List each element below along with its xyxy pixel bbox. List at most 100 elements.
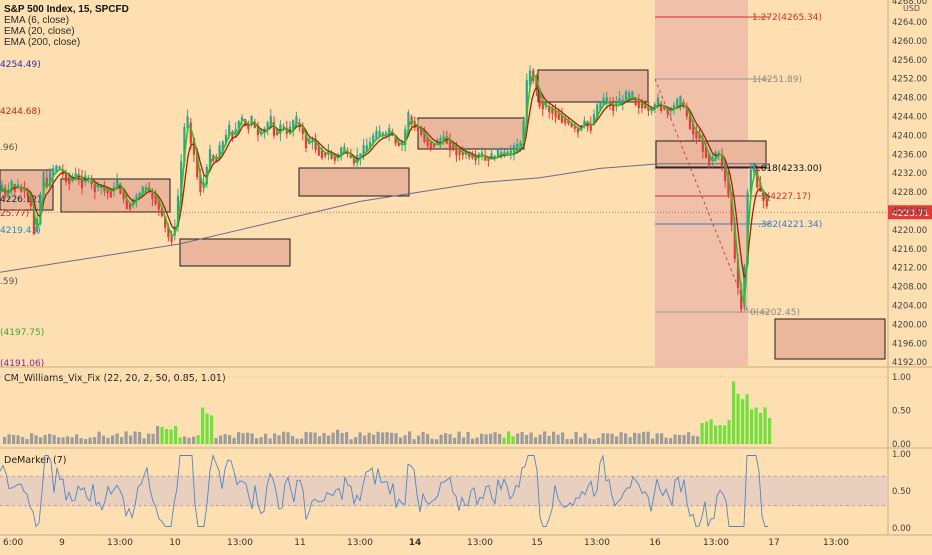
candle-body [589, 123, 592, 131]
candle-body [196, 152, 199, 178]
candle-body [631, 91, 634, 98]
vix-bar [628, 437, 632, 444]
candle-body [685, 107, 688, 117]
candle-body [304, 133, 308, 149]
vix-bar [399, 437, 403, 444]
price-tick: 4248.00 [892, 94, 927, 104]
ema20-line [0, 87, 771, 279]
vix-bar [421, 431, 425, 444]
time-label: 16 [649, 538, 661, 548]
ema20-legend[interactable]: EMA (20, close) [4, 26, 75, 37]
candle-body [426, 137, 429, 146]
price-tick-partial: 4268.00 [892, 0, 927, 7]
time-label: 13:00 [347, 538, 373, 548]
vix-bar [313, 432, 317, 444]
vix-bar [133, 431, 137, 444]
vix-bar [678, 434, 682, 444]
candle-body [714, 151, 717, 161]
vix-bar [331, 432, 335, 444]
candle-body [573, 125, 576, 129]
time-label: 13:00 [584, 538, 610, 548]
price-tick: 4244.00 [892, 113, 927, 123]
candle-body [74, 172, 77, 180]
vix-bar [336, 429, 340, 444]
time-label: 10 [169, 538, 181, 548]
candle-body [576, 127, 580, 133]
vix-bar [291, 435, 295, 444]
vix-bar [3, 436, 7, 444]
time-label: 15 [531, 538, 542, 548]
candle-body [602, 98, 605, 106]
candle-body [372, 135, 375, 144]
candle-body [516, 143, 519, 152]
vix-bar [124, 431, 128, 444]
candle-body [663, 106, 666, 110]
candle-body [525, 80, 528, 124]
candle-body [679, 95, 682, 105]
price-tick: 4236.00 [892, 150, 927, 160]
vix-bar [394, 433, 398, 444]
candle-body [45, 177, 48, 187]
candle-body [621, 99, 624, 103]
candle-body [634, 97, 637, 106]
candle-body [29, 194, 32, 207]
candle-body [615, 102, 618, 107]
vix-bar [466, 432, 470, 444]
candle-body [68, 175, 71, 184]
candle-body [564, 117, 567, 124]
vix-bar [655, 433, 659, 444]
time-label: 13:00 [823, 538, 849, 548]
vix-bar [147, 433, 151, 444]
vix-bar [358, 432, 362, 444]
time-label: 13:00 [703, 538, 729, 548]
candle-body [669, 108, 672, 112]
vix-bar [57, 437, 61, 444]
vix-bar [768, 417, 772, 444]
vix-bar [642, 431, 646, 444]
candle-body [448, 139, 452, 151]
candle-body [141, 186, 144, 194]
vix-bar [232, 437, 236, 444]
vix-bar [417, 435, 421, 444]
fib-label-1272: 1.272(4265.34) [752, 13, 822, 23]
candle-body [487, 158, 490, 161]
vix-bar [48, 433, 52, 444]
vix-bar [79, 438, 83, 444]
candle-body [218, 145, 221, 159]
vix-bar [498, 433, 502, 444]
candle-body [749, 169, 752, 193]
candle-body [151, 190, 154, 200]
candle-body [484, 155, 487, 161]
vix-bar [354, 437, 358, 444]
vix-bar [363, 435, 367, 444]
candle-body [404, 128, 407, 145]
candle-body [672, 105, 676, 110]
candle-body [538, 88, 541, 107]
candle-body [506, 151, 509, 155]
time-label: 13:00 [107, 538, 133, 548]
candle-body [733, 223, 736, 259]
vix-bar [102, 435, 106, 444]
candle-body [618, 98, 621, 106]
symbol-title[interactable]: S&P 500 Index, 15, SPCFD [4, 4, 129, 15]
current-price-value: 4223.71 [892, 209, 929, 219]
candle-body [461, 152, 464, 156]
ema6-line [0, 74, 771, 305]
vix-bar [619, 432, 623, 444]
candle-body [727, 177, 730, 195]
candle-body [55, 165, 58, 172]
ema200-legend[interactable]: EMA (200, close) [4, 37, 81, 48]
vix-bar [66, 436, 70, 444]
vix-bar [219, 435, 223, 444]
vix-bar [259, 437, 263, 444]
ema6-legend[interactable]: EMA (6, close) [4, 15, 70, 26]
candle-body [548, 107, 551, 113]
price-tick: 4220.00 [892, 226, 927, 236]
candle-body [135, 195, 138, 202]
candle-body [688, 113, 692, 129]
candle-body [608, 102, 612, 106]
vix-bar [340, 433, 344, 444]
vix-bar [183, 436, 187, 444]
vix-bar [97, 431, 101, 444]
